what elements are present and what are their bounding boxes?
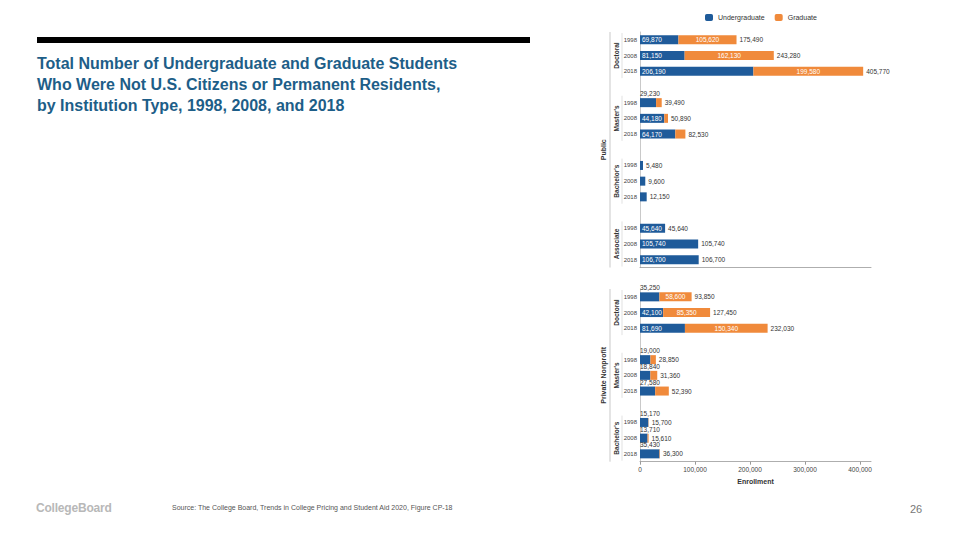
svg-text:31,360: 31,360 bbox=[660, 372, 680, 379]
svg-text:93,850: 93,850 bbox=[695, 293, 715, 300]
svg-text:2008: 2008 bbox=[624, 372, 638, 378]
svg-text:1998: 1998 bbox=[624, 162, 638, 168]
svg-text:405,770: 405,770 bbox=[866, 68, 890, 75]
svg-text:2018: 2018 bbox=[624, 194, 638, 200]
svg-text:100,000: 100,000 bbox=[683, 466, 707, 473]
svg-text:2018: 2018 bbox=[624, 257, 638, 263]
svg-text:300,000: 300,000 bbox=[793, 466, 817, 473]
svg-text:127,450: 127,450 bbox=[713, 309, 737, 316]
svg-text:206,190: 206,190 bbox=[642, 68, 666, 75]
svg-text:Master's: Master's bbox=[613, 362, 620, 388]
svg-text:400,000: 400,000 bbox=[848, 466, 872, 473]
svg-text:106,700: 106,700 bbox=[702, 256, 726, 263]
svg-text:Associate: Associate bbox=[613, 228, 620, 259]
svg-text:2018: 2018 bbox=[624, 388, 638, 394]
svg-text:Enrollment: Enrollment bbox=[737, 478, 774, 485]
svg-text:36,300: 36,300 bbox=[663, 450, 683, 457]
svg-text:2018: 2018 bbox=[624, 68, 638, 74]
svg-text:29,230: 29,230 bbox=[640, 90, 660, 97]
svg-text:1998: 1998 bbox=[624, 37, 638, 43]
svg-text:232,030: 232,030 bbox=[771, 325, 795, 332]
html-text:by Institution Type, 1998, 200: by Institution Type, 1998, 2008, and 201… bbox=[37, 97, 345, 114]
svg-text:Bachelor's: Bachelor's bbox=[613, 164, 620, 197]
svg-text:18,840: 18,840 bbox=[640, 363, 660, 370]
svg-text:82,530: 82,530 bbox=[688, 131, 708, 138]
svg-text:Doctoral: Doctoral bbox=[613, 42, 620, 69]
svg-text:Public: Public bbox=[600, 139, 607, 160]
svg-text:2008: 2008 bbox=[624, 435, 638, 441]
svg-text:200,000: 200,000 bbox=[738, 466, 762, 473]
svg-text:1998: 1998 bbox=[624, 100, 638, 106]
html-text:Total Number of Undergraduate: Total Number of Undergraduate and Gradua… bbox=[37, 55, 458, 72]
svg-text:28,850: 28,850 bbox=[659, 356, 679, 363]
svg-text:85,350: 85,350 bbox=[677, 309, 697, 316]
svg-text:2008: 2008 bbox=[624, 178, 638, 184]
svg-text:2008: 2008 bbox=[624, 310, 638, 316]
svg-text:44,180: 44,180 bbox=[642, 115, 662, 122]
svg-text:105,740: 105,740 bbox=[642, 240, 666, 247]
svg-text:105,740: 105,740 bbox=[701, 240, 725, 247]
html-text:CollegeBoard: CollegeBoard bbox=[36, 501, 112, 515]
svg-text:52,390: 52,390 bbox=[672, 388, 692, 395]
svg-text:35,250: 35,250 bbox=[640, 284, 660, 291]
svg-text:2008: 2008 bbox=[624, 53, 638, 59]
svg-text:81,690: 81,690 bbox=[642, 325, 662, 332]
svg-text:12,150: 12,150 bbox=[650, 193, 670, 200]
svg-text:81,150: 81,150 bbox=[642, 52, 662, 59]
svg-text:0: 0 bbox=[638, 466, 642, 473]
svg-text:106,700: 106,700 bbox=[642, 256, 666, 263]
svg-text:5,480: 5,480 bbox=[646, 162, 663, 169]
svg-text:243,280: 243,280 bbox=[777, 52, 801, 59]
svg-text:2018: 2018 bbox=[624, 325, 638, 331]
svg-text:42,100: 42,100 bbox=[642, 309, 662, 316]
svg-text:58,600: 58,600 bbox=[666, 293, 686, 300]
svg-text:Bachelor's: Bachelor's bbox=[613, 421, 620, 454]
svg-text:45,640: 45,640 bbox=[642, 225, 662, 232]
html-text:26: 26 bbox=[910, 503, 923, 515]
html-text:Who Were Not U.S. Citizens or: Who Were Not U.S. Citizens or Permanent … bbox=[37, 76, 441, 93]
svg-text:2008: 2008 bbox=[624, 241, 638, 247]
svg-text:45,640: 45,640 bbox=[668, 225, 688, 232]
svg-text:15,700: 15,700 bbox=[652, 419, 672, 426]
svg-text:Master's: Master's bbox=[613, 105, 620, 131]
svg-text:Private Nonprofit: Private Nonprofit bbox=[600, 346, 608, 403]
svg-text:1998: 1998 bbox=[624, 357, 638, 363]
svg-text:1998: 1998 bbox=[624, 419, 638, 425]
svg-text:39,490: 39,490 bbox=[665, 99, 685, 106]
svg-text:1998: 1998 bbox=[624, 225, 638, 231]
svg-text:69,870: 69,870 bbox=[642, 36, 662, 43]
html-text:Source: The College Board, Tre: Source: The College Board, Trends in Col… bbox=[172, 504, 453, 511]
svg-text:15,610: 15,610 bbox=[652, 435, 672, 442]
svg-text:35,430: 35,430 bbox=[640, 441, 660, 448]
svg-text:150,340: 150,340 bbox=[715, 325, 739, 332]
svg-text:2018: 2018 bbox=[624, 451, 638, 457]
svg-text:9,600: 9,600 bbox=[648, 178, 665, 185]
svg-text:175,490: 175,490 bbox=[740, 36, 764, 43]
svg-text:105,620: 105,620 bbox=[696, 36, 720, 43]
svg-text:64,170: 64,170 bbox=[642, 131, 662, 138]
svg-text:2018: 2018 bbox=[624, 131, 638, 137]
svg-text:50,890: 50,890 bbox=[671, 115, 691, 122]
svg-text:Undergraduate: Undergraduate bbox=[718, 14, 765, 22]
svg-text:27,580: 27,580 bbox=[640, 379, 660, 386]
svg-text:199,580: 199,580 bbox=[797, 68, 821, 75]
svg-text:19,000: 19,000 bbox=[640, 347, 660, 354]
svg-text:1998: 1998 bbox=[624, 294, 638, 300]
svg-text:Doctoral: Doctoral bbox=[613, 299, 620, 326]
svg-text:2008: 2008 bbox=[624, 115, 638, 121]
svg-text:15,170: 15,170 bbox=[640, 410, 660, 417]
svg-text:162,130: 162,130 bbox=[717, 52, 741, 59]
svg-text:13,710: 13,710 bbox=[640, 426, 660, 433]
svg-text:Graduate: Graduate bbox=[788, 14, 817, 21]
